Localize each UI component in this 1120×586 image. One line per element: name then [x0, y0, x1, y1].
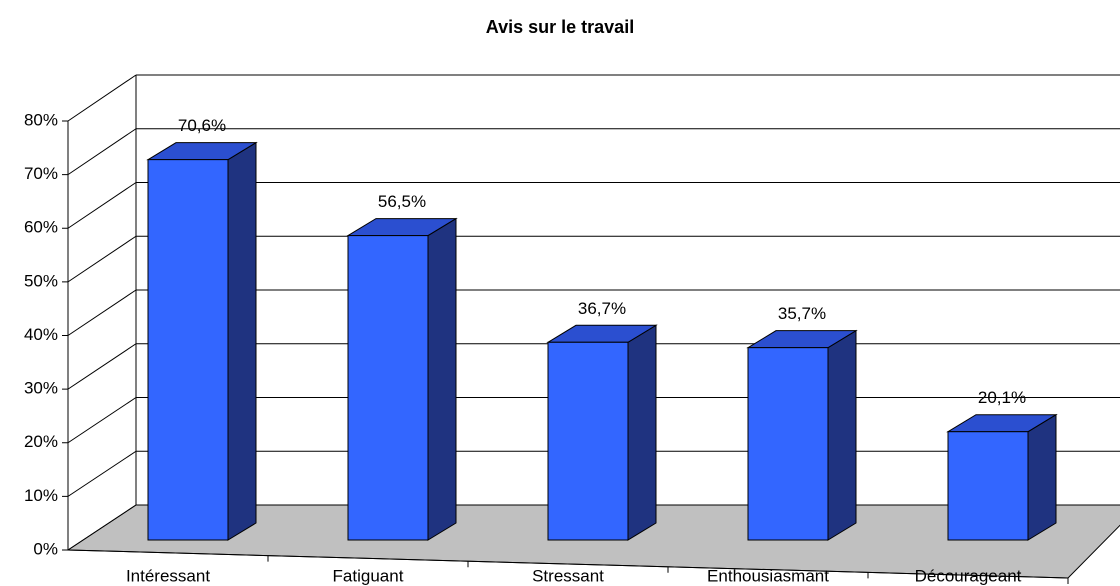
value-label: 70,6%	[178, 116, 226, 135]
y-tick-label: 0%	[33, 539, 58, 558]
bar	[347, 235, 429, 541]
bar-side	[427, 217, 457, 541]
value-label: 20,1%	[978, 388, 1026, 407]
side-grid-line	[67, 343, 137, 390]
y-tick-label: 70%	[24, 164, 58, 183]
bar	[947, 431, 1029, 541]
side-grid-line	[67, 504, 137, 551]
bar-side	[227, 141, 257, 541]
side-grid-line	[67, 74, 137, 122]
x-axis	[67, 549, 1069, 579]
x-tick-label: Enthousiasmant	[707, 566, 829, 585]
side-grid-line	[67, 235, 137, 283]
value-label: 56,5%	[378, 192, 426, 211]
chart-title: Avis sur le travail	[486, 17, 634, 37]
side-grid-line	[67, 397, 137, 444]
value-label: 35,7%	[778, 304, 826, 323]
side-grid-line	[67, 128, 137, 176]
bar-side	[827, 329, 857, 541]
y-tick-label: 60%	[24, 218, 58, 237]
x-tick-label: Stressant	[532, 566, 604, 585]
x-tick-label: Fatiguant	[333, 566, 404, 585]
bar	[747, 347, 829, 541]
y-tick-label: 30%	[24, 379, 58, 398]
bar-side	[1027, 413, 1057, 541]
x-tick-label: Intéressant	[126, 566, 210, 585]
y-tick-label: 10%	[24, 486, 58, 505]
value-label: 36,7%	[578, 299, 626, 318]
bar-side	[627, 324, 657, 541]
side-grid-line	[67, 182, 137, 229]
side-grid-line	[67, 289, 137, 336]
y-tick-label: 80%	[24, 110, 58, 129]
y-tick-label: 20%	[24, 432, 58, 451]
side-grid-line	[67, 450, 137, 497]
y-tick-label: 50%	[24, 271, 58, 290]
bar	[547, 341, 629, 541]
x-tick-label: Décourageant	[915, 566, 1022, 585]
bar	[147, 159, 229, 541]
y-tick-label: 40%	[24, 325, 58, 344]
